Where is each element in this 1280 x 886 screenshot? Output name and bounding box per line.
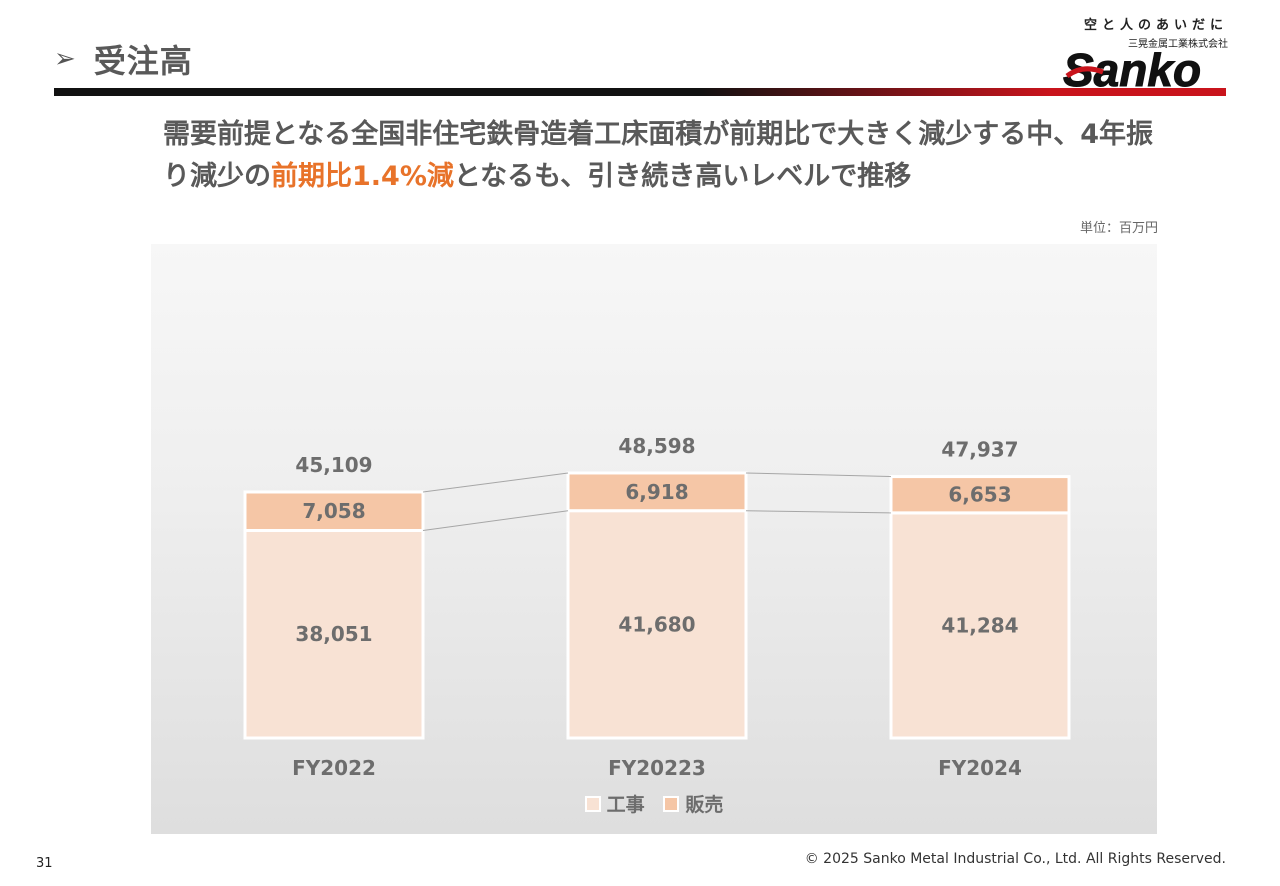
- bar-segment-sales: [889, 475, 1071, 515]
- data-label-total: 45,109: [295, 453, 372, 477]
- page-number: 31: [36, 856, 53, 871]
- data-label-construction: 38,051: [295, 622, 372, 646]
- headline-part1: 需要前提となる全国非住宅鉄骨造着工床面積が前期比で大きく減少する中、4年振り減少…: [163, 119, 1153, 192]
- chart-legend: 工事 販売: [151, 790, 1157, 817]
- svg-text:Sanko: Sanko: [1063, 46, 1201, 94]
- series-connector-line: [745, 510, 892, 514]
- series-connector-line: [745, 472, 892, 478]
- x-tick-label: FY2022: [292, 756, 376, 780]
- headline-text: 需要前提となる全国非住宅鉄骨造着工床面積が前期比で大きく減少する中、4年振り減少…: [163, 114, 1163, 198]
- copyright-notice: © 2025 Sanko Metal Industrial Co., Ltd. …: [804, 851, 1226, 867]
- legend-label: 販売: [685, 794, 724, 816]
- x-tick-label: FY2024: [938, 756, 1022, 780]
- legend-item-construction: 工事: [584, 790, 645, 817]
- data-label-construction: 41,284: [941, 613, 1018, 637]
- slide-title: ➢ 受注高: [54, 34, 193, 84]
- chart-panel: 38,051 7,058 45,109 FY2022 41,680 6,918 48,598…: [151, 244, 1157, 834]
- headline-part2: となるも、引き続き高いレベルで推移: [453, 161, 912, 192]
- data-label-sales: 7,058: [302, 499, 365, 523]
- data-label-total: 48,598: [618, 434, 695, 458]
- bar-segment-construction: [243, 528, 425, 740]
- series-connector-line: [422, 472, 569, 493]
- legend-item-sales: 販売: [663, 790, 723, 817]
- bar-segment-sales: [566, 471, 748, 513]
- stacked-bar-chart: 38,051 7,058 45,109 FY2022 41,680 6,918 48,598…: [243, 434, 1071, 780]
- page-title: 受注高: [93, 42, 193, 80]
- bar-segment-sales: [243, 490, 425, 532]
- data-label-total: 47,937: [941, 438, 1018, 462]
- data-label-sales: 6,653: [948, 483, 1011, 507]
- x-tick-label: FY20223: [608, 756, 706, 780]
- title-divider: [54, 88, 1226, 96]
- headline-highlight: 前期比1.4%減: [271, 161, 454, 192]
- sanko-wordmark-icon: Sanko: [1063, 46, 1202, 94]
- data-label-construction: 41,680: [618, 612, 695, 636]
- series-connector-line: [422, 510, 569, 531]
- company-logo: 空と人のあいだに 三晃金属工業株式会社 Sanko: [1058, 14, 1228, 94]
- unit-label: 単位：百万円: [1079, 221, 1158, 236]
- data-label-sales: 6,918: [625, 480, 688, 504]
- legend-swatch: [584, 795, 601, 812]
- arrow-bullet-icon: ➢: [54, 44, 76, 74]
- logo-tagline: 空と人のあいだに: [1083, 18, 1228, 33]
- logo-company-name: 三晃金属工業株式会社: [1128, 39, 1228, 50]
- bar-segment-construction: [566, 509, 748, 740]
- legend-swatch: [663, 795, 680, 812]
- legend-label: 工事: [606, 794, 645, 816]
